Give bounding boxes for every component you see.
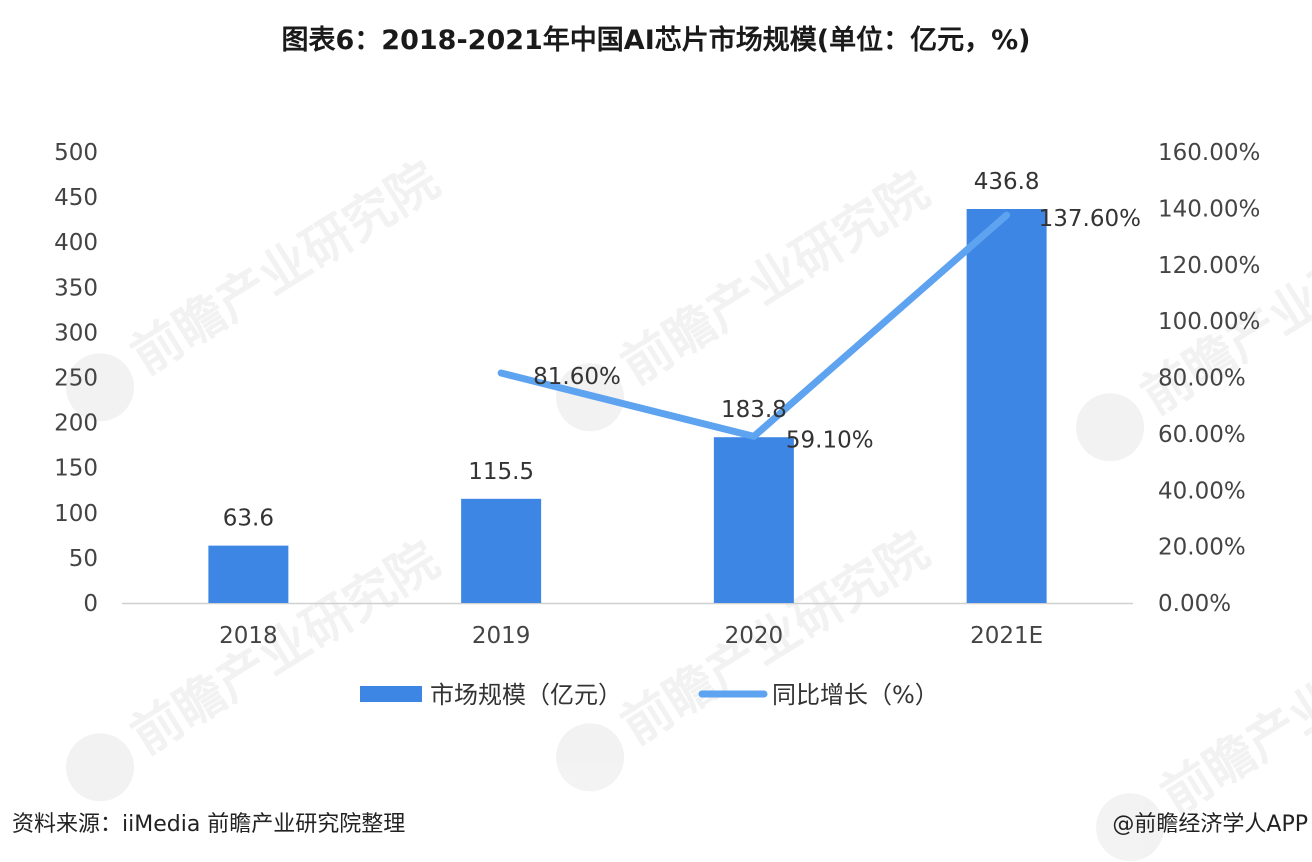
bar: [713, 437, 794, 603]
bar: [461, 498, 542, 603]
y2-tick-label: 20.00%: [1158, 535, 1246, 561]
y-tick-label: 150: [54, 456, 98, 482]
y-tick-label: 250: [54, 366, 98, 392]
watermark-logo-icon: [66, 733, 135, 802]
y-tick-label: 400: [54, 230, 98, 256]
y-tick-label: 450: [54, 185, 98, 211]
bar-value-label: 436.8: [974, 169, 1040, 195]
chart-title: 图表6：2018-2021年中国AI芯片市场规模(单位：亿元，%): [281, 25, 1031, 56]
line-value-label: 137.60%: [1039, 206, 1141, 232]
y2-tick-label: 80.00%: [1158, 366, 1246, 392]
y-tick-label: 0: [83, 591, 98, 617]
legend-swatch-bar: [360, 686, 422, 702]
y2-tick-label: 0.00%: [1158, 591, 1231, 617]
bar-value-label: 183.8: [721, 397, 787, 423]
watermark: 前瞻产业研究院: [66, 151, 449, 422]
watermark-text: 前瞻产业研究院: [611, 161, 939, 396]
watermark-logo-icon: [66, 353, 135, 422]
y-tick-label: 300: [54, 320, 98, 346]
bars-layer: [208, 209, 1047, 603]
watermark-logo-icon: [556, 723, 625, 792]
bar-value-label: 63.6: [223, 506, 274, 532]
y2-tick-label: 140.00%: [1158, 196, 1260, 222]
y-tick-label: 100: [54, 501, 98, 527]
x-tick-label: 2018: [219, 623, 278, 649]
y-tick-label: 500: [54, 140, 98, 166]
x-tick-label: 2019: [472, 623, 531, 649]
watermark-logo-icon: [1076, 393, 1145, 462]
bar-value-label: 115.5: [468, 459, 534, 485]
y-tick-label: 200: [54, 411, 98, 437]
bar: [966, 209, 1047, 603]
line-layer: [497, 211, 1011, 440]
y-tick-label: 350: [54, 275, 98, 301]
watermark-text: 前瞻产业研究院: [121, 151, 449, 386]
legend: 市场规模（亿元） 同比增长（%）: [360, 681, 939, 709]
credit-note: @前瞻经济学人APP: [1112, 812, 1308, 837]
source-note: 资料来源：iiMedia 前瞻产业研究院整理: [12, 812, 406, 837]
y-tick-label: 50: [69, 546, 98, 572]
legend-label-bar: 市场规模（亿元）: [430, 681, 622, 709]
bar: [208, 545, 289, 603]
axes-layer: 0 50 100 150 200 250 300 350 400 450 500 0.00% 20.00…: [54, 140, 1260, 649]
x-tick-label: 2021E: [970, 623, 1043, 649]
data-labels-layer: 63.6 115.5 183.8 436.8 81.60% 59.10% 137.60%: [223, 169, 1141, 532]
y2-tick-label: 40.00%: [1158, 478, 1246, 504]
y2-tick-label: 160.00%: [1158, 140, 1260, 166]
y2-tick-label: 120.00%: [1158, 253, 1260, 279]
legend-label-line: 同比增长（%）: [772, 681, 939, 709]
y2-tick-label: 60.00%: [1158, 422, 1246, 448]
line-value-label: 59.10%: [786, 427, 874, 453]
line-value-label: 81.60%: [533, 364, 621, 390]
y2-tick-label: 100.00%: [1158, 309, 1260, 335]
watermark-text: 前瞻产业研究院: [1151, 591, 1312, 826]
watermark-logo-icon: [1096, 793, 1165, 862]
x-tick-label: 2020: [725, 623, 784, 649]
